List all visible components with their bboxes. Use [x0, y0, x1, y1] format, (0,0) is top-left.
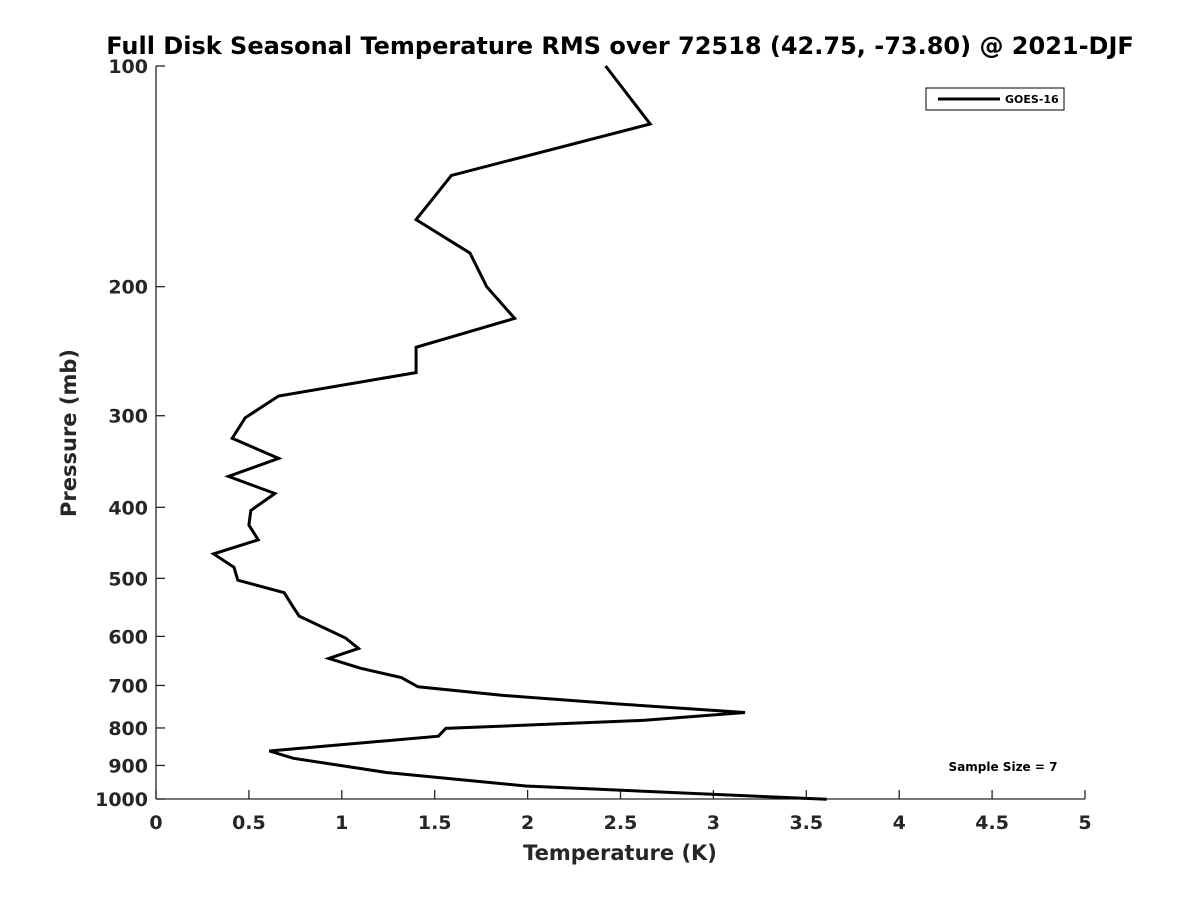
legend: GOES-16 [925, 87, 1065, 111]
x-axis-ticks: 0 0.5 1 1.5 2 2.5 3 3.5 4 4.5 5 [149, 790, 1092, 834]
x-tick-label: 2.5 [604, 812, 638, 834]
y-tick-label: 400 [108, 497, 148, 519]
series-line-goes-16 [210, 65, 827, 801]
y-tick-label: 200 [108, 277, 148, 299]
sample-size-annotation: Sample Size = 7 [949, 760, 1058, 774]
legend-label-goes-16: GOES-16 [1005, 93, 1059, 106]
series-layer [210, 65, 827, 801]
y-tick-label: 800 [108, 718, 148, 740]
y-axis-ticks: 100 200 300 400 500 600 700 800 900 1000 [95, 56, 165, 811]
x-axis-label: Temperature (K) [523, 841, 717, 865]
x-tick-label: 3.5 [789, 812, 823, 834]
x-tick-label: 1 [335, 812, 348, 834]
y-tick-label: 300 [108, 406, 148, 428]
chart-title: Full Disk Seasonal Temperature RMS over … [106, 32, 1134, 60]
y-tick-label: 1000 [95, 789, 148, 811]
x-tick-label: 1.5 [418, 812, 452, 834]
x-tick-label: 2 [521, 812, 534, 834]
x-tick-label: 3 [707, 812, 720, 834]
y-tick-label: 900 [108, 755, 148, 777]
x-tick-label: 0 [149, 812, 162, 834]
x-tick-label: 0.5 [232, 812, 266, 834]
x-tick-label: 4.5 [975, 812, 1009, 834]
x-tick-label: 5 [1078, 812, 1091, 834]
y-tick-label: 500 [108, 568, 148, 590]
y-tick-label: 700 [108, 675, 148, 697]
y-axis-label: Pressure (mb) [57, 349, 81, 517]
x-tick-label: 4 [893, 812, 906, 834]
y-tick-label: 100 [108, 56, 148, 78]
y-tick-label: 600 [108, 626, 148, 648]
